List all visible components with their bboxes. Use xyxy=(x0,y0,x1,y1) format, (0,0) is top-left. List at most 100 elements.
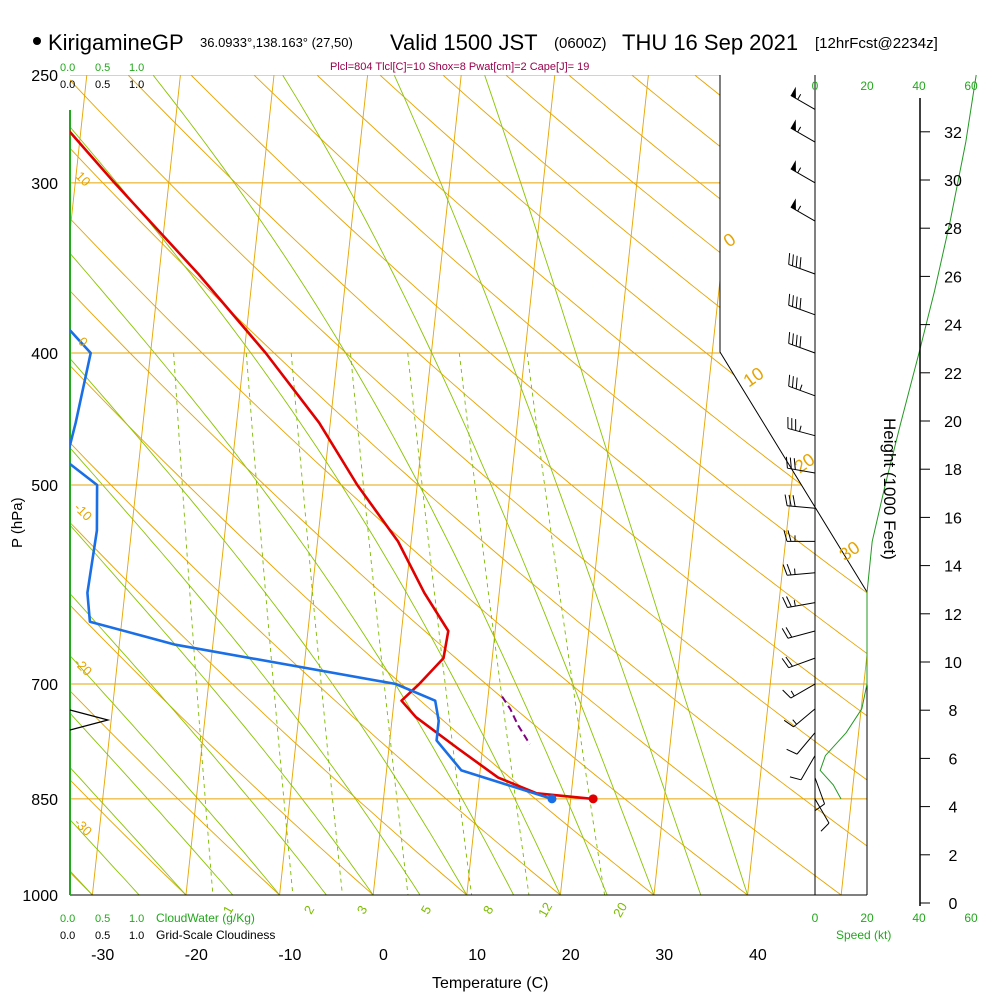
height-tick-label: 4 xyxy=(949,800,958,817)
speed-tick-bottom: 20 xyxy=(860,911,874,925)
wind-barb xyxy=(786,732,816,755)
cloud-tick-bot-green-1: 0.5 xyxy=(95,913,110,925)
speed-tick-top: 0 xyxy=(812,79,819,93)
wind-barb xyxy=(789,755,816,781)
station-name: KirigamineGP xyxy=(48,30,184,55)
dry-adiabat xyxy=(70,75,187,895)
moist-adiabat xyxy=(70,75,187,895)
temperature-tick-label: -10 xyxy=(278,947,301,964)
cloud-tick-top-black-2: 1.0 xyxy=(129,79,144,91)
forecast-info: [12hrFcst@2234z] xyxy=(815,35,938,52)
valid-date: THU 16 Sep 2021 xyxy=(622,30,798,55)
height-tick-label: 32 xyxy=(944,125,962,142)
temperature-tick-label: 30 xyxy=(655,947,673,964)
moist-adiabat xyxy=(152,75,608,895)
speed-tick-bottom: 40 xyxy=(912,911,926,925)
height-tick-label: 2 xyxy=(949,848,958,865)
speed-tick-top: 40 xyxy=(912,79,926,93)
cloudiness-label: Grid-Scale Cloudiness xyxy=(156,928,275,942)
dry-adiabat xyxy=(379,75,867,895)
wind-barb xyxy=(790,119,816,143)
isotherm xyxy=(70,75,88,895)
moist-adiabat xyxy=(70,75,280,895)
wind-barb xyxy=(788,293,816,316)
mixing-ratio-label: 12 xyxy=(535,900,555,920)
moist-adiabat xyxy=(70,75,468,895)
height-tick-label: 0 xyxy=(949,896,958,913)
height-tick-label: 16 xyxy=(944,510,962,527)
cloud-tick-top-green-0: 0.0 xyxy=(60,62,75,74)
surface-dewpoint-dot xyxy=(547,794,557,804)
dry-adiabat xyxy=(253,75,867,895)
mixing-ratio-line xyxy=(458,352,530,895)
temperature-tick-label: 0 xyxy=(379,947,388,964)
cloud-tick-bot-green-0: 0.0 xyxy=(60,913,75,925)
height-tick-label: 24 xyxy=(944,318,962,335)
cloud-tick-top-black-0: 0.0 xyxy=(60,79,75,91)
mixing-ratio-line xyxy=(407,352,473,895)
valid-zulu: (0600Z) xyxy=(554,35,607,52)
wind-barb xyxy=(781,656,816,669)
moist-adiabat xyxy=(70,75,374,895)
wind-barb xyxy=(790,86,816,110)
dry-adiabat xyxy=(70,75,748,895)
dry-adiabat xyxy=(70,75,867,895)
surface-temperature-dot xyxy=(588,794,598,804)
speed-tick-bottom: 60 xyxy=(964,911,978,925)
speed-tick-top: 60 xyxy=(964,79,978,93)
moist-adiabat xyxy=(70,75,561,895)
wind-barb xyxy=(785,456,816,474)
height-tick-label: 8 xyxy=(949,703,958,720)
cloud-tick-bot-black-0: 0.0 xyxy=(60,930,75,942)
dry-adiabat xyxy=(70,75,842,895)
height-tick-label: 28 xyxy=(944,221,962,238)
plot-frame xyxy=(719,75,868,895)
mixing-ratio-line xyxy=(290,352,343,895)
dry-adiabat xyxy=(190,75,867,895)
wind-barb xyxy=(787,417,816,437)
moist-adiabat xyxy=(393,75,702,895)
wind-speed-profile xyxy=(819,74,977,800)
height-tick-label: 26 xyxy=(944,269,962,286)
temperature-tick-label: 20 xyxy=(562,947,580,964)
moist-adiabat xyxy=(70,75,327,895)
height-tick-label: 14 xyxy=(944,559,962,576)
moist-adiabat xyxy=(70,75,234,895)
moist-adiabat xyxy=(484,75,749,895)
valid-time: Valid 1500 JST xyxy=(390,30,538,55)
moist-adiabat xyxy=(70,75,514,895)
dry-adiabat xyxy=(127,75,867,895)
parcel-profile xyxy=(501,696,531,745)
wind-barb xyxy=(790,160,816,184)
wind-barb xyxy=(782,596,816,608)
pressure-tick-label: 250 xyxy=(31,68,58,85)
pressure-tick-label: 400 xyxy=(31,346,58,363)
dry-adiabat xyxy=(70,75,655,895)
cloud-tick-top-green-1: 0.5 xyxy=(95,62,110,74)
wind-barb xyxy=(790,198,816,222)
height-tick-label: 12 xyxy=(944,607,962,624)
wind-barb xyxy=(783,708,816,728)
cloud-base-marker xyxy=(69,709,111,731)
cloud-water-label: CloudWater (g/Kg) xyxy=(156,911,255,925)
moist-adiabat xyxy=(70,75,421,895)
cloud-tick-bot-black-1: 0.5 xyxy=(95,930,110,942)
pressure-tick-label: 850 xyxy=(31,792,58,809)
isotherm xyxy=(840,75,867,895)
y-axis-title: P (hPa) xyxy=(9,497,26,548)
dewpoint-profile xyxy=(70,109,553,801)
station-coords: 36.0933°,138.163° (27,50) xyxy=(200,35,353,50)
pressure-tick-label: 700 xyxy=(31,677,58,694)
station-bullet xyxy=(33,37,41,45)
pressure-tick-label: 500 xyxy=(31,478,58,495)
dry-adiabat xyxy=(70,75,561,895)
height-tick-label: 20 xyxy=(944,414,962,431)
height-tick-label: 6 xyxy=(949,751,958,768)
wind-barb xyxy=(781,627,816,639)
mixing-ratio-line xyxy=(245,352,294,895)
dry-adiabat xyxy=(316,75,867,895)
speed-tick-top: 20 xyxy=(860,79,874,93)
mixing-ratio-line xyxy=(350,352,409,895)
dry-adiabat xyxy=(70,75,280,895)
